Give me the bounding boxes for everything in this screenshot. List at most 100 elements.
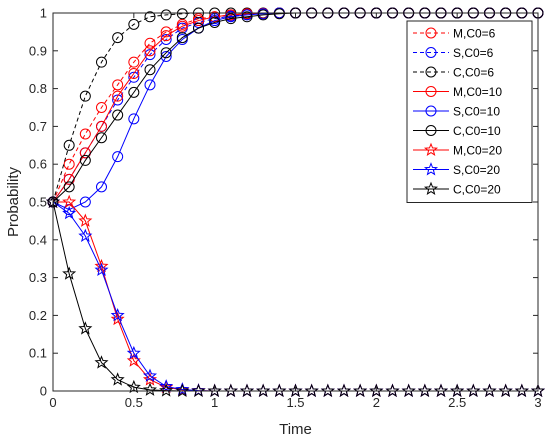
series-4-point-2 xyxy=(79,196,91,208)
x-tick-label-5: 2.5 xyxy=(448,395,466,410)
series-8-point-21 xyxy=(385,383,400,397)
series-2-point-4 xyxy=(112,32,124,44)
series-8-point-27 xyxy=(482,383,497,397)
series-0-point-6 xyxy=(144,37,156,49)
legend-marker-7 xyxy=(423,162,439,176)
y-tick-label-5: 0.5 xyxy=(29,195,47,210)
series-8-point-4 xyxy=(110,372,125,386)
series-0-point-3 xyxy=(96,102,107,113)
x-tick-label-3: 1.5 xyxy=(286,395,304,410)
series-3-point-8 xyxy=(176,20,188,32)
series-8-point-1 xyxy=(62,266,77,280)
series-8-point-10 xyxy=(207,383,222,397)
legend: M,C0=6 S,C0=6 C,C0=6 M,C0=10 S,C0=10 C,C0=10 M… xyxy=(406,20,533,203)
series-8-point-28 xyxy=(498,383,513,397)
series-1-point-6 xyxy=(144,49,156,61)
legend-label-0: M,C0=6 xyxy=(453,26,496,40)
series-2-point-6 xyxy=(144,11,156,23)
series-8-point-11 xyxy=(223,383,238,397)
legend-label-7: S,C0=20 xyxy=(453,163,500,177)
legend-marker-8 xyxy=(423,181,439,195)
series-5-point-9 xyxy=(193,22,204,34)
x-tick-label-6: 3 xyxy=(534,395,541,410)
series-5-point-8 xyxy=(176,32,188,44)
series-3-point-9 xyxy=(193,15,204,27)
series-4-point-4 xyxy=(112,151,124,163)
series-8-point-25 xyxy=(450,383,465,397)
series-7-point-4 xyxy=(110,308,125,322)
series-8-point-20 xyxy=(369,383,384,397)
series-4-point-3 xyxy=(96,181,107,193)
series-6-point-1 xyxy=(62,194,77,208)
series-5-point-14 xyxy=(273,8,285,20)
y-tick-label-1: 0.1 xyxy=(29,346,47,361)
series-0-point-2 xyxy=(79,128,91,140)
series-2-point-3 xyxy=(96,56,107,68)
series-0-point-7 xyxy=(160,26,172,38)
y-tick-label-9: 0.9 xyxy=(29,43,47,58)
series-8-point-2 xyxy=(78,321,93,335)
series-line-2 xyxy=(52,12,538,203)
legend-label-6: M,C0=20 xyxy=(453,143,502,157)
series-8-point-22 xyxy=(401,383,416,397)
series-0-point-1 xyxy=(63,158,75,170)
series-6-point-4 xyxy=(110,311,125,326)
legend-label-1: S,C0=6 xyxy=(453,46,494,60)
series-3-point-5 xyxy=(128,67,140,79)
legend-marker-6 xyxy=(423,142,439,156)
legend-marker-0 xyxy=(425,27,437,39)
series-1-point-4 xyxy=(112,94,124,106)
series-6-point-2 xyxy=(78,213,93,227)
series-1-point-5 xyxy=(128,71,140,83)
legend-marker-3 xyxy=(425,86,437,97)
series-8-point-15 xyxy=(288,383,303,397)
series-7-point-1 xyxy=(62,205,77,220)
series-8-point-19 xyxy=(353,383,368,397)
series-8-point-16 xyxy=(304,383,319,397)
series-8-point-7 xyxy=(159,383,174,397)
series-4-point-6 xyxy=(144,79,156,91)
y-tick-label-4: 0.4 xyxy=(29,232,47,247)
y-axis-label: Probability xyxy=(5,166,22,237)
series-2-point-2 xyxy=(79,90,91,102)
series-0-point-5 xyxy=(128,56,140,68)
series-1-point-7 xyxy=(160,33,172,45)
series-3-point-10 xyxy=(209,11,221,23)
legend-label-8: C,C0=20 xyxy=(453,182,501,196)
y-tick-label-10: 1 xyxy=(40,6,47,21)
legend-label-2: C,C0=6 xyxy=(453,65,494,79)
series-8-point-6 xyxy=(142,382,158,396)
series-7-point-7 xyxy=(159,379,174,393)
x-tick-label-4: 2 xyxy=(373,395,380,410)
series-2-point-1 xyxy=(63,139,75,151)
legend-label-5: C,C0=10 xyxy=(453,124,501,138)
legend-label-4: S,C0=10 xyxy=(453,104,500,118)
series-3-point-4 xyxy=(112,90,124,102)
series-5-point-6 xyxy=(144,64,156,76)
series-0-point-4 xyxy=(112,79,124,91)
series-8-point-8 xyxy=(175,383,190,397)
y-tick-label-0: 0 xyxy=(40,384,47,399)
series-8-point-14 xyxy=(272,383,287,397)
x-tick-label-2: 1 xyxy=(211,395,218,410)
series-8-point-13 xyxy=(256,383,271,397)
y-tick-label-6: 0.6 xyxy=(29,157,47,172)
series-7-point-5 xyxy=(126,345,141,360)
series-4-point-5 xyxy=(128,113,140,125)
series-5-point-2 xyxy=(79,154,91,166)
series-8-point-23 xyxy=(417,383,432,397)
x-tick-label-0: 0 xyxy=(49,395,56,410)
legend-marker-4 xyxy=(425,105,437,117)
series-7-point-8 xyxy=(175,382,190,396)
series-5-point-4 xyxy=(112,109,124,121)
series-5-point-5 xyxy=(128,86,140,98)
x-tick-label-1: 0.5 xyxy=(125,395,143,410)
series-line-1 xyxy=(52,12,538,203)
series-8-point-3 xyxy=(94,355,109,369)
series-6-point-6 xyxy=(142,372,158,386)
series-5-point-11 xyxy=(225,13,237,25)
series-8-point-18 xyxy=(336,383,352,397)
ticks-layer: 0 0.5 1 1.5 2 2.5 3 0 0.1 0.2 0.3 0.4 0.5 0.6 0.7 0.8 0.… xyxy=(29,6,542,411)
series-8-point-26 xyxy=(466,383,481,397)
